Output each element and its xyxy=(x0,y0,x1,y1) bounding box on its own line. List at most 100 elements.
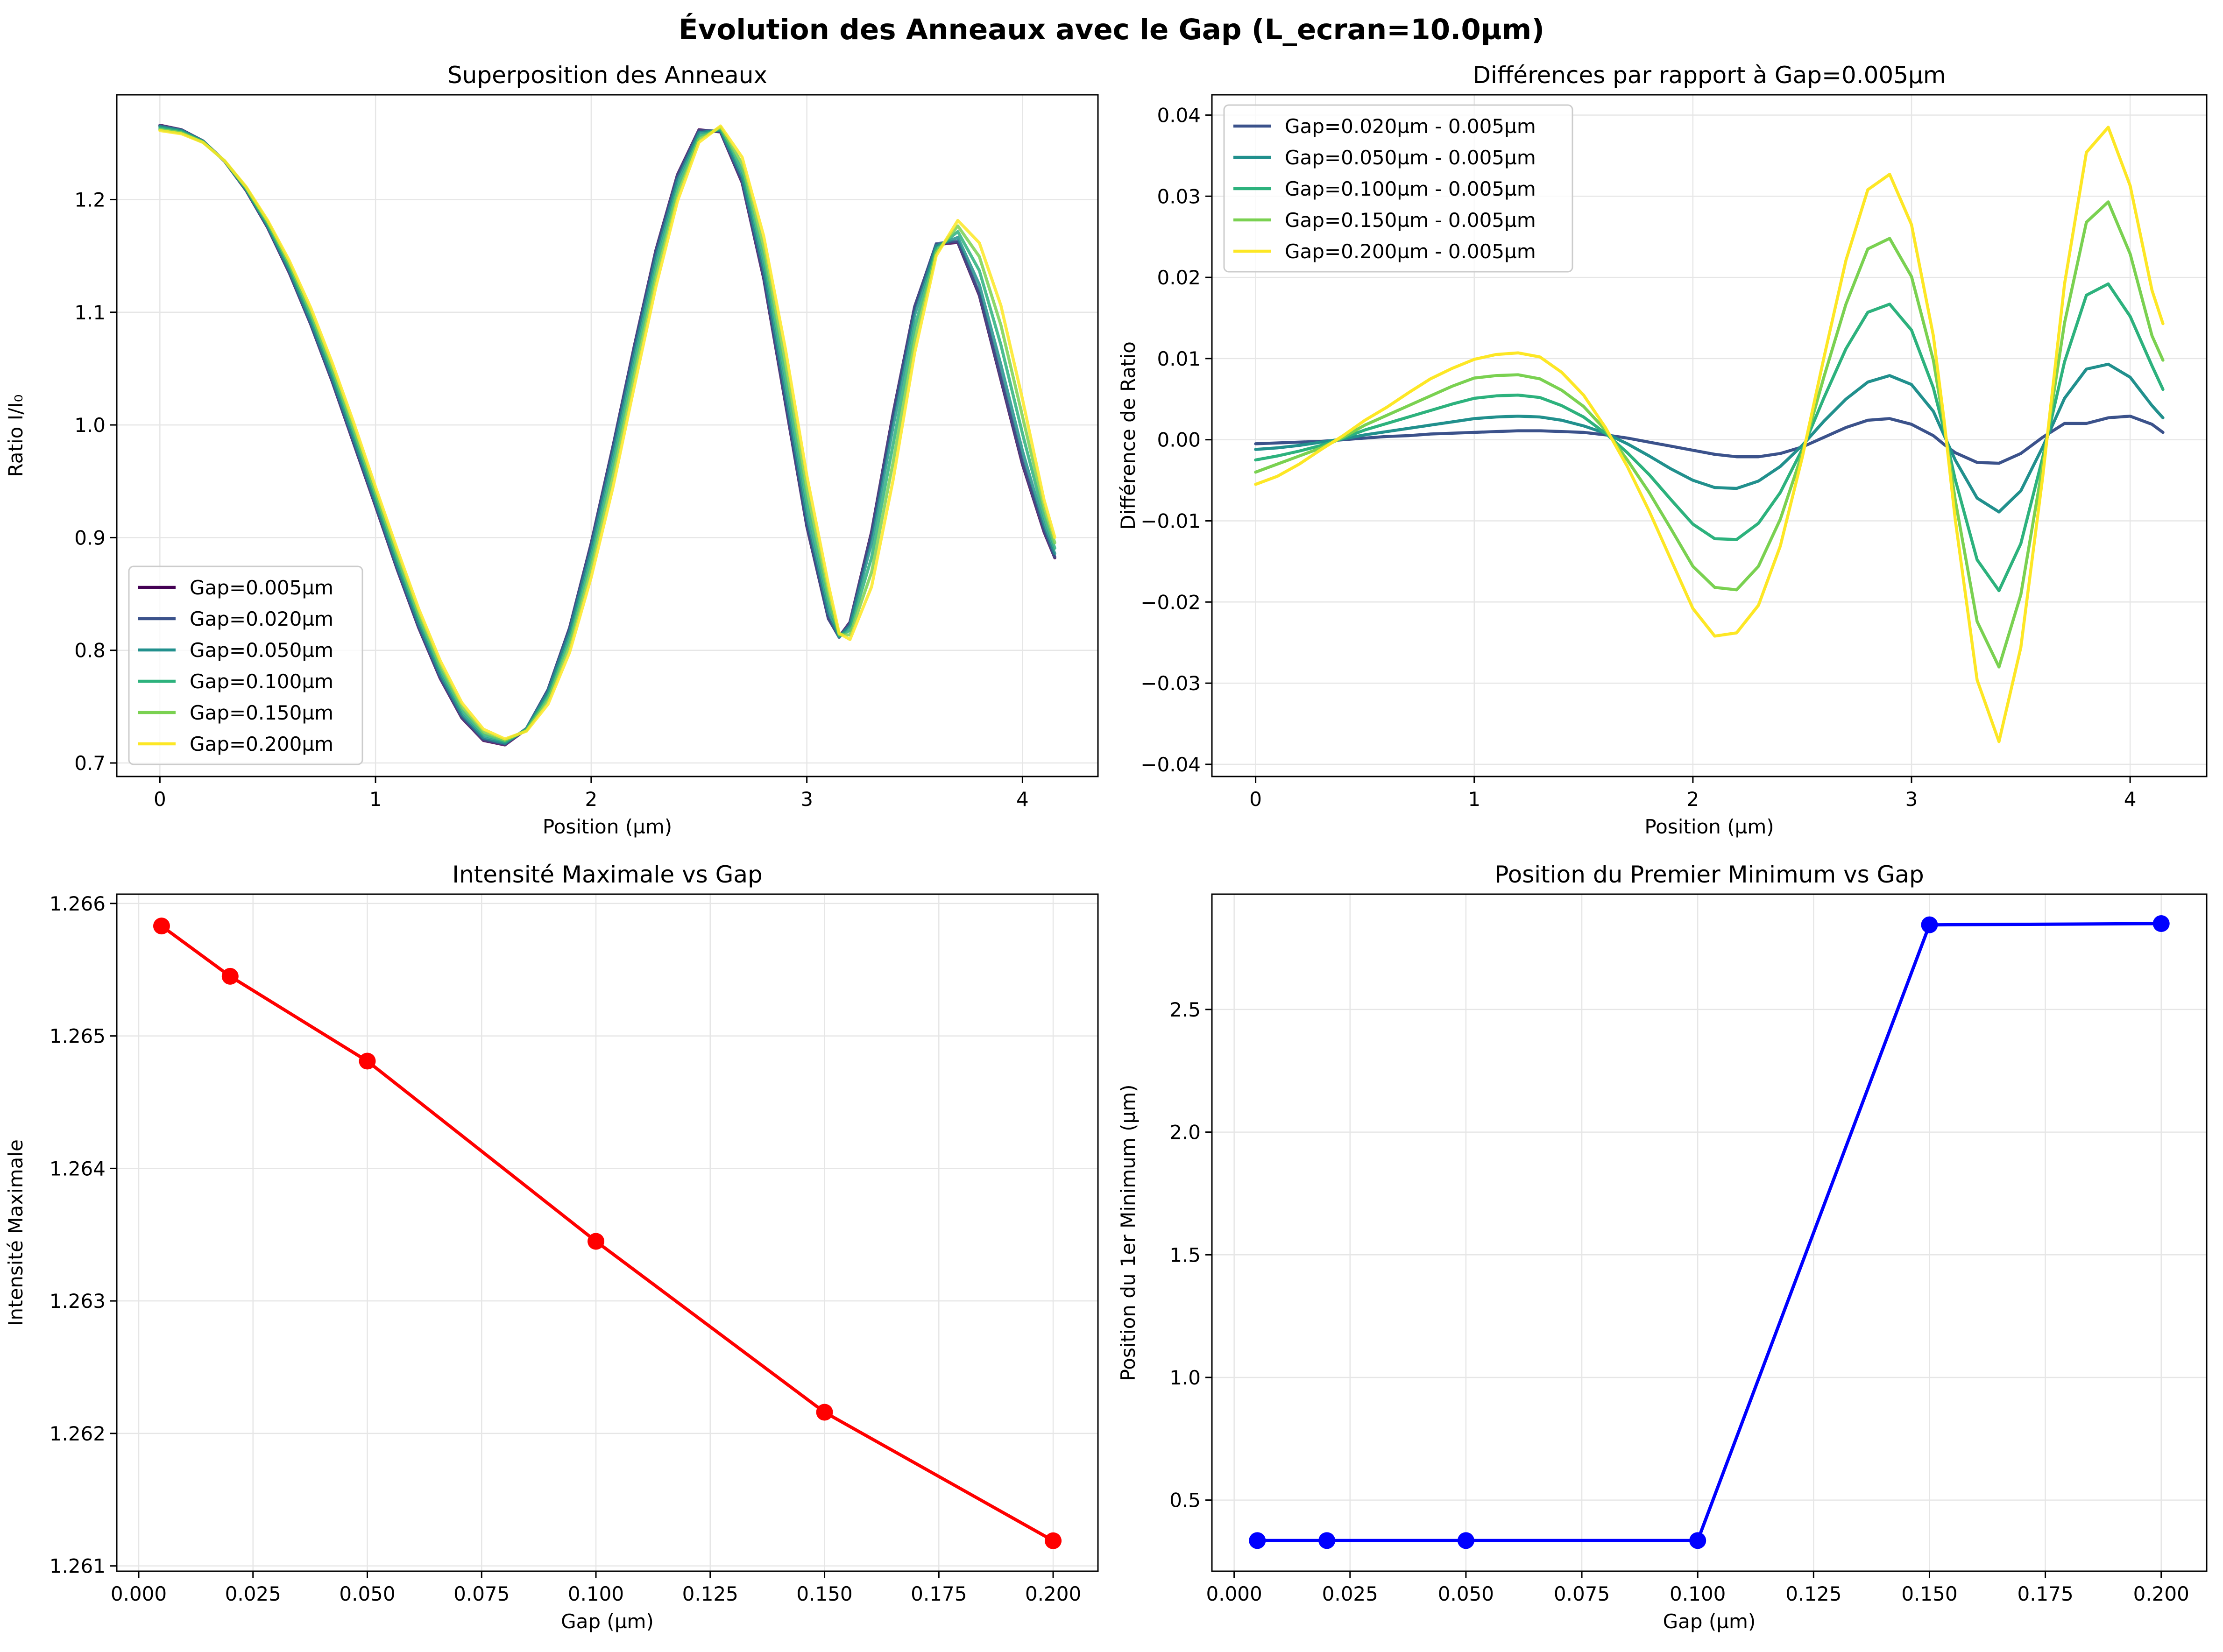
data-layer xyxy=(1254,126,2165,743)
chart-intensite_max: 0.000 0.025 0.050 0.075 0.100 0.125 0.150 0.175… xyxy=(4,861,1099,1633)
y-tick-label: 0.02 xyxy=(1157,266,1201,289)
series-line-3 xyxy=(1254,200,2165,669)
x-axis-label: Gap (µm) xyxy=(561,1610,654,1633)
y-tick-label: 1.264 xyxy=(50,1157,106,1180)
legend-label: Gap=0.100µm xyxy=(190,670,333,693)
legend-label: Gap=0.020µm - 0.005µm xyxy=(1285,115,1536,138)
x-tick-label: 0.000 xyxy=(1206,1582,1262,1605)
data-layer xyxy=(1249,915,2170,1549)
chart-premier_minimum: 0.000 0.025 0.050 0.075 0.100 0.125 0.150 0.175… xyxy=(1117,861,2208,1633)
x-tick-label: 0.150 xyxy=(796,1582,852,1605)
series-line-3 xyxy=(158,126,1056,743)
legend: Gap=0.005µm Gap=0.020µm Gap=0.050µm Gap=0.1… xyxy=(128,565,363,765)
y-tick-label: 1.263 xyxy=(50,1290,106,1313)
y-axis-label: Position du 1er Minimum (µm) xyxy=(1117,1084,1140,1381)
legend-label: Gap=0.150µm - 0.005µm xyxy=(1285,209,1536,232)
data-point xyxy=(153,918,170,935)
y-tick-label: 0.7 xyxy=(74,752,106,775)
y-tick-label: 1.0 xyxy=(74,414,106,437)
data-point xyxy=(816,1404,833,1421)
x-tick-label: 1 xyxy=(1468,788,1480,811)
y-tick-label: 1.5 xyxy=(1169,1243,1201,1266)
series-line-1 xyxy=(1254,362,2165,514)
legend-box xyxy=(128,565,363,765)
x-tick-label: 0.100 xyxy=(1670,1582,1726,1605)
data-point xyxy=(588,1233,605,1250)
x-tick-label: 0.050 xyxy=(1438,1582,1494,1605)
legend-label: Gap=0.050µm xyxy=(190,639,333,662)
y-tick-label: −0.03 xyxy=(1140,672,1201,695)
data-point xyxy=(1921,916,1938,933)
data-point xyxy=(1045,1532,1062,1549)
x-tick-label: 0.200 xyxy=(1025,1582,1081,1605)
x-tick-label: 1 xyxy=(369,788,382,811)
axes-title: Intensité Maximale vs Gap xyxy=(452,861,763,888)
x-tick-label: 0.100 xyxy=(568,1582,624,1605)
x-axis-label: Gap (µm) xyxy=(1663,1610,1756,1633)
axes-title: Différences par rapport à Gap=0.005µm xyxy=(1473,62,1946,89)
x-tick-label: 0.175 xyxy=(911,1582,967,1605)
series-line-0 xyxy=(1254,415,2165,465)
y-tick-label: 1.265 xyxy=(50,1025,106,1048)
axes-title: Superposition des Anneaux xyxy=(447,62,767,89)
x-tick-label: 0 xyxy=(154,788,166,811)
y-axis-label: Intensité Maximale xyxy=(4,1139,27,1326)
x-tick-label: 0.125 xyxy=(682,1582,738,1605)
y-tick-label: 1.2 xyxy=(74,188,106,211)
y-tick-label: 0.8 xyxy=(74,639,106,662)
series-line-0 xyxy=(160,924,1055,1543)
legend-label: Gap=0.200µm - 0.005µm xyxy=(1285,240,1536,263)
figure-suptitle: Évolution des Anneaux avec le Gap (L_ecr… xyxy=(679,13,1544,46)
x-tick-label: 0.075 xyxy=(1554,1582,1610,1605)
legend-label: Gap=0.100µm - 0.005µm xyxy=(1285,177,1536,200)
y-tick-label: 0.04 xyxy=(1157,104,1201,127)
axes-frame xyxy=(1211,893,2208,1572)
y-tick-label: 1.262 xyxy=(50,1422,106,1445)
x-tick-label: 0.025 xyxy=(1322,1582,1378,1605)
x-tick-label: 3 xyxy=(800,788,813,811)
x-tick-label: 0 xyxy=(1249,788,1262,811)
y-tick-label: 0.5 xyxy=(1169,1489,1201,1512)
data-point xyxy=(1318,1532,1336,1549)
y-tick-label: −0.02 xyxy=(1140,591,1201,614)
legend: Gap=0.020µm - 0.005µm Gap=0.050µm - 0.005… xyxy=(1223,104,1573,273)
axes-frame xyxy=(116,893,1099,1572)
x-tick-label: 0.175 xyxy=(2017,1582,2073,1605)
y-tick-label: 0.03 xyxy=(1157,185,1201,208)
x-tick-label: 0.075 xyxy=(453,1582,510,1605)
axes-frame xyxy=(1211,94,2208,777)
series-line-0 xyxy=(1255,922,2163,1542)
x-tick-label: 0.025 xyxy=(225,1582,281,1605)
series-line-4 xyxy=(1254,126,2165,743)
series-line-2 xyxy=(1254,282,2165,593)
y-axis-label: Ratio I/I₀ xyxy=(4,395,27,477)
series-line-5 xyxy=(158,124,1056,741)
y-tick-label: −0.04 xyxy=(1140,753,1201,776)
legend-label: Gap=0.200µm xyxy=(190,733,333,755)
data-layer xyxy=(153,918,1062,1549)
y-tick-label: 2.5 xyxy=(1169,998,1201,1021)
legend-label: Gap=0.050µm - 0.005µm xyxy=(1285,146,1536,169)
legend-box xyxy=(1223,104,1573,273)
data-point xyxy=(1249,1532,1266,1549)
data-point xyxy=(359,1052,376,1070)
y-tick-label: 0.01 xyxy=(1157,347,1201,370)
series-line-4 xyxy=(158,126,1056,742)
x-axis-label: Position (µm) xyxy=(1644,815,1774,838)
series-line-2 xyxy=(158,125,1056,745)
y-tick-label: 1.266 xyxy=(50,892,106,915)
y-tick-label: 1.261 xyxy=(50,1555,106,1578)
y-tick-label: 0.9 xyxy=(74,526,106,549)
chart-differences: 0 1 2 3 4 −0.04 −0.03 −0.02 −0.01 0.00 0.01 0.02 0.0… xyxy=(1117,62,2208,838)
legend-label: Gap=0.150µm xyxy=(190,701,333,724)
axes-title: Position du Premier Minimum vs Gap xyxy=(1494,861,1924,888)
x-tick-label: 2 xyxy=(1687,788,1699,811)
chart-superposition: 0 1 2 3 4 0.7 0.8 0.9 1.0 1.1 1.2 Superposition des… xyxy=(4,62,1099,838)
x-tick-label: 4 xyxy=(1016,788,1029,811)
y-tick-label: 0.00 xyxy=(1157,429,1201,452)
y-tick-label: 2.0 xyxy=(1169,1121,1201,1144)
data-point xyxy=(1689,1532,1706,1549)
data-point xyxy=(221,967,239,985)
x-tick-label: 2 xyxy=(585,788,598,811)
